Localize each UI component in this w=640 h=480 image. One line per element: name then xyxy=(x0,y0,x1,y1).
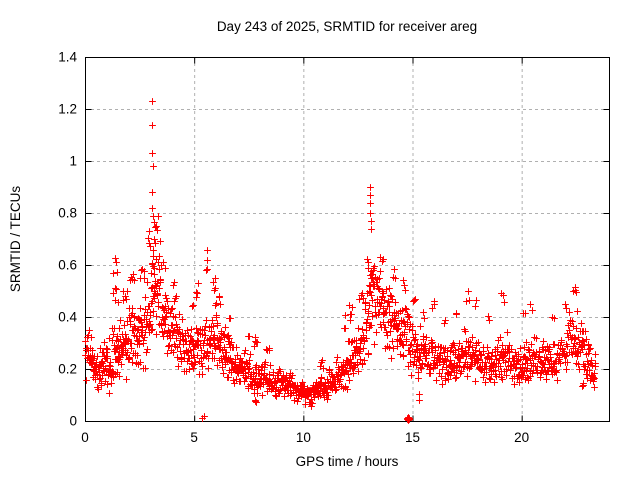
grid-lines xyxy=(85,57,609,421)
x-tick-label: 15 xyxy=(405,430,420,445)
plot-frame xyxy=(85,57,610,422)
y-tick-label: 0 xyxy=(69,414,77,429)
x-tick-label: 10 xyxy=(296,430,311,445)
y-tick-label: 1.4 xyxy=(58,50,77,65)
data-point-markers xyxy=(82,98,599,424)
chart-title: Day 243 of 2025, SRMTID for receiver are… xyxy=(217,19,477,34)
x-axis-label: GPS time / hours xyxy=(296,454,399,469)
scatter-points xyxy=(82,98,599,424)
x-tick-label: 5 xyxy=(190,430,198,445)
axes-frame xyxy=(85,57,610,422)
x-tick-label: 20 xyxy=(514,430,529,445)
y-tick-label: 0.6 xyxy=(58,258,77,273)
y-tick-label: 0.8 xyxy=(58,206,77,221)
y-tick-label: 1 xyxy=(69,154,77,169)
y-tick-label: 0.2 xyxy=(58,362,77,377)
y-axis-label: SRMTID / TECUs xyxy=(8,186,23,293)
y-tick-label: 1.2 xyxy=(58,102,77,117)
tick-labels: 0 5 10 15 20 0 0.2 0.4 0.6 0.8 1 1.2 1.4 xyxy=(58,50,529,446)
x-tick-label: 0 xyxy=(81,430,89,445)
y-tick-label: 0.4 xyxy=(58,310,77,325)
